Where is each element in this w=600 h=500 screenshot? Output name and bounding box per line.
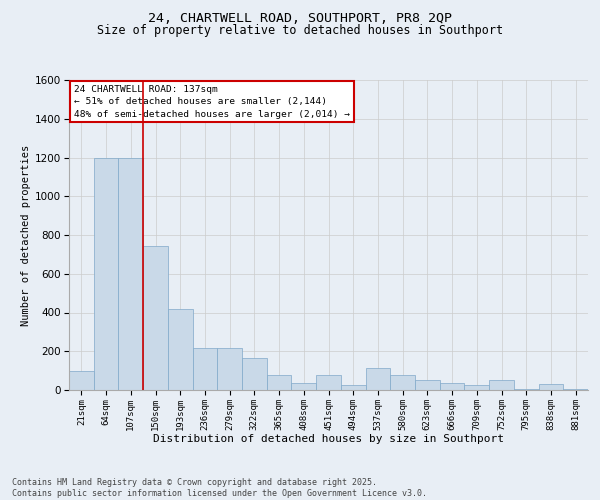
X-axis label: Distribution of detached houses by size in Southport: Distribution of detached houses by size …: [153, 434, 504, 444]
Bar: [514, 389, 539, 390]
Bar: [390, 376, 415, 390]
Text: 24 CHARTWELL ROAD: 137sqm
← 51% of detached houses are smaller (2,144)
48% of se: 24 CHARTWELL ROAD: 137sqm ← 51% of detac…: [74, 84, 350, 118]
Text: Size of property relative to detached houses in Southport: Size of property relative to detached ho…: [97, 24, 503, 37]
Bar: [365, 368, 390, 390]
Bar: [118, 158, 143, 390]
Bar: [94, 158, 118, 390]
Bar: [489, 380, 514, 390]
Text: Contains HM Land Registry data © Crown copyright and database right 2025.
Contai: Contains HM Land Registry data © Crown c…: [12, 478, 427, 498]
Bar: [143, 246, 168, 390]
Text: 24, CHARTWELL ROAD, SOUTHPORT, PR8 2QP: 24, CHARTWELL ROAD, SOUTHPORT, PR8 2QP: [148, 12, 452, 26]
Bar: [292, 383, 316, 390]
Bar: [415, 380, 440, 390]
Bar: [69, 370, 94, 390]
Bar: [464, 385, 489, 390]
Bar: [267, 376, 292, 390]
Bar: [440, 383, 464, 390]
Bar: [316, 376, 341, 390]
Bar: [242, 358, 267, 390]
Bar: [341, 385, 365, 390]
Bar: [168, 308, 193, 390]
Bar: [563, 389, 588, 390]
Bar: [539, 384, 563, 390]
Bar: [193, 348, 217, 390]
Y-axis label: Number of detached properties: Number of detached properties: [21, 144, 31, 326]
Bar: [217, 348, 242, 390]
